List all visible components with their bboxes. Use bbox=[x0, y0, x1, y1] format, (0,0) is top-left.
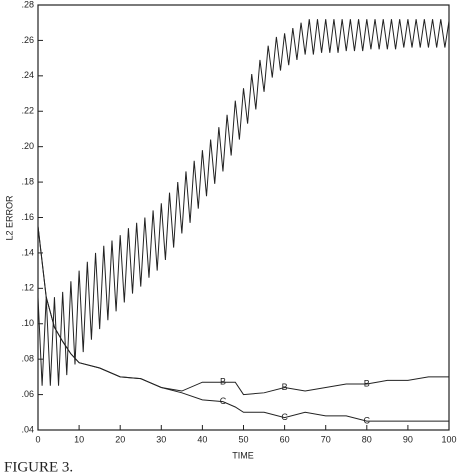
y-tick-label: .10 bbox=[21, 318, 34, 328]
series-label: B bbox=[364, 378, 370, 388]
x-tick-label: 30 bbox=[156, 434, 166, 444]
series-label: B bbox=[282, 382, 288, 392]
series-label: C bbox=[364, 416, 371, 426]
plot-frame bbox=[37, 4, 450, 431]
x-tick-label: 80 bbox=[362, 434, 372, 444]
series-line bbox=[37, 226, 449, 422]
y-tick-label: .22 bbox=[21, 106, 34, 116]
y-tick-label: .24 bbox=[21, 70, 34, 80]
x-tick-label: 20 bbox=[115, 434, 125, 444]
series-label: C bbox=[220, 396, 227, 406]
series-line bbox=[37, 226, 449, 396]
x-tick-label: 0 bbox=[35, 434, 40, 444]
caption: FIGURE 3. bbox=[4, 459, 73, 475]
y-tick-label: .26 bbox=[21, 35, 34, 45]
series-line bbox=[37, 19, 450, 386]
x-tick-label: 50 bbox=[238, 434, 248, 444]
y-tick-label: .20 bbox=[21, 141, 34, 151]
x-tick-label: 90 bbox=[403, 434, 413, 444]
x-tick-label: 70 bbox=[321, 434, 331, 444]
y-axis-label: L2 ERROR bbox=[4, 195, 14, 241]
y-tick-label: .06 bbox=[21, 389, 34, 399]
x-tick-label: 100 bbox=[441, 434, 456, 444]
y-tick-label: .28 bbox=[21, 0, 34, 9]
y-tick-label: .14 bbox=[21, 247, 34, 257]
y-tick-label: .16 bbox=[21, 212, 34, 222]
y-tick-label: .12 bbox=[21, 283, 34, 293]
x-tick-label: 10 bbox=[74, 434, 84, 444]
y-tick-label: .04 bbox=[21, 424, 34, 434]
y-tick-label: .18 bbox=[21, 176, 34, 186]
y-tick-label: .08 bbox=[21, 354, 34, 364]
x-tick-label: 60 bbox=[280, 434, 290, 444]
series-label: B bbox=[220, 377, 226, 387]
x-axis-label: TIME bbox=[232, 450, 254, 460]
series-label: C bbox=[281, 412, 288, 422]
x-tick-label: 40 bbox=[197, 434, 207, 444]
